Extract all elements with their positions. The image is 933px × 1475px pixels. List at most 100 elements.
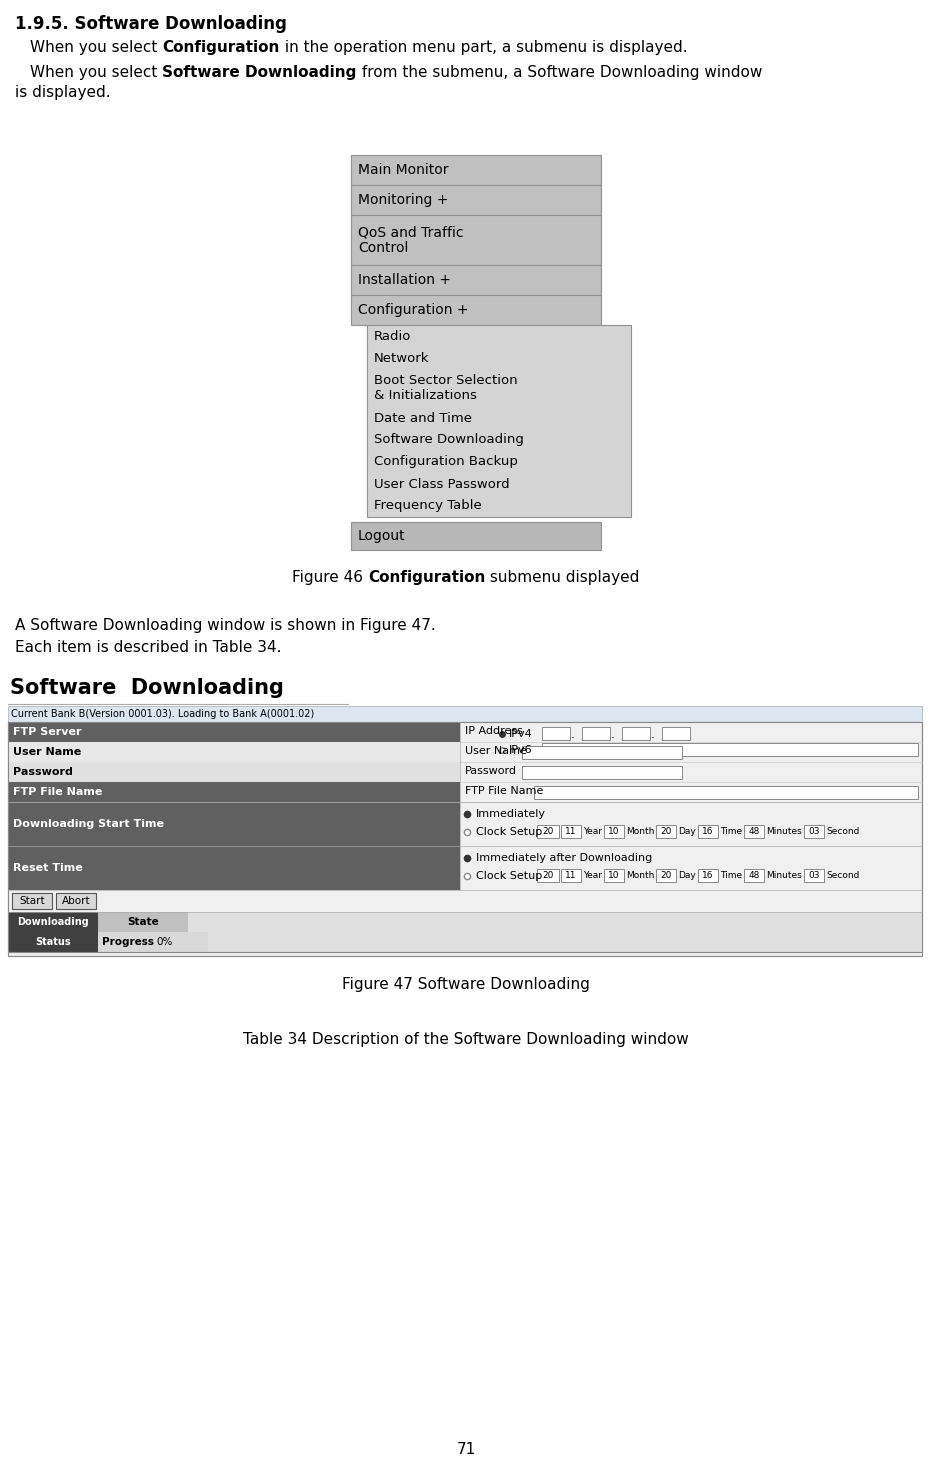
Text: 20: 20 (542, 827, 553, 836)
Text: Start: Start (20, 895, 45, 906)
Text: Year: Year (583, 872, 602, 881)
Bar (8, 889, 922, 912)
Bar (367, 496, 631, 518)
Bar (657, 825, 676, 838)
Text: Software Downloading: Software Downloading (162, 65, 356, 80)
Bar (367, 324, 631, 518)
Text: 48: 48 (748, 827, 760, 836)
Text: 10: 10 (608, 872, 620, 881)
Text: User Name: User Name (465, 746, 527, 757)
Text: 0%: 0% (156, 937, 173, 947)
Text: Radio: Radio (374, 329, 411, 342)
Text: 48: 48 (748, 872, 760, 881)
Text: Abort: Abort (62, 895, 91, 906)
Bar (582, 727, 610, 740)
Text: Date and Time: Date and Time (374, 412, 472, 425)
Text: 16: 16 (703, 872, 714, 881)
Text: Time: Time (720, 872, 743, 881)
Bar (351, 184, 601, 215)
Bar (8, 763, 460, 782)
Bar (98, 912, 188, 932)
Text: Downloading Start Time: Downloading Start Time (13, 819, 164, 829)
Text: Downloading: Downloading (17, 917, 89, 926)
Text: is displayed.: is displayed. (15, 86, 111, 100)
Text: Frequency Table: Frequency Table (374, 500, 481, 512)
Bar (522, 766, 682, 779)
Text: 1.9.5. Software Downloading: 1.9.5. Software Downloading (15, 15, 286, 32)
Bar (662, 727, 690, 740)
Text: Each item is described in Table 34.: Each item is described in Table 34. (15, 640, 282, 655)
Text: Second: Second (826, 872, 859, 881)
Text: 03: 03 (808, 872, 820, 881)
Text: State: State (127, 917, 159, 926)
Bar (8, 721, 922, 951)
Bar (804, 825, 824, 838)
Text: .: . (651, 727, 655, 740)
Text: Configuration Backup: Configuration Backup (374, 456, 518, 469)
Text: 71: 71 (456, 1443, 476, 1457)
Text: Immediately after Downloading: Immediately after Downloading (476, 853, 652, 863)
Bar (367, 429, 631, 451)
Text: Figure 47 Software Downloading: Figure 47 Software Downloading (342, 976, 590, 993)
Bar (522, 746, 682, 760)
Text: Day: Day (678, 827, 696, 836)
Bar (622, 727, 650, 740)
Text: submenu displayed: submenu displayed (485, 569, 640, 586)
Text: 20: 20 (542, 872, 553, 881)
Text: 16: 16 (703, 827, 714, 836)
Bar (561, 869, 581, 882)
Bar (460, 721, 920, 802)
Text: Clock Setup: Clock Setup (476, 827, 542, 836)
Text: IPv6: IPv6 (509, 745, 533, 755)
Text: Main Monitor: Main Monitor (358, 164, 449, 177)
Text: Reset Time: Reset Time (13, 863, 83, 873)
Text: Password: Password (465, 766, 517, 776)
Bar (367, 473, 631, 496)
Bar (8, 912, 922, 951)
Bar (351, 155, 601, 184)
Bar (542, 727, 570, 740)
Text: Minutes: Minutes (766, 827, 802, 836)
Text: Software  Downloading: Software Downloading (10, 678, 284, 698)
Text: User Class Password: User Class Password (374, 478, 509, 491)
Text: from the submenu, a Software Downloading window: from the submenu, a Software Downloading… (356, 65, 762, 80)
Text: Logout: Logout (358, 530, 406, 543)
Text: Figure 46: Figure 46 (292, 569, 368, 586)
Bar (56, 892, 96, 909)
Text: A Software Downloading window is shown in Figure 47.: A Software Downloading window is shown i… (15, 618, 436, 633)
Bar (367, 407, 631, 429)
Bar (8, 932, 98, 951)
Bar (604, 825, 624, 838)
Text: Network: Network (374, 351, 429, 364)
Text: Password: Password (13, 767, 73, 777)
Bar (351, 522, 601, 550)
Bar (351, 215, 601, 266)
Text: Second: Second (826, 827, 859, 836)
Text: 03: 03 (808, 827, 820, 836)
Text: Month: Month (626, 872, 654, 881)
Text: .: . (611, 727, 615, 740)
Text: Boot Sector Selection
& Initializations: Boot Sector Selection & Initializations (374, 375, 518, 401)
Text: Immediately: Immediately (476, 808, 546, 819)
Text: Configuration: Configuration (162, 40, 280, 55)
Text: When you select: When you select (30, 65, 162, 80)
Bar (657, 869, 676, 882)
Bar (745, 869, 764, 882)
Bar (8, 912, 98, 932)
Text: When you select: When you select (30, 40, 162, 55)
Bar (8, 742, 460, 763)
Text: 20: 20 (661, 872, 672, 881)
Text: IPv4: IPv4 (509, 729, 533, 739)
Text: Time: Time (720, 827, 743, 836)
Text: .: . (571, 727, 575, 740)
Text: Clock Setup: Clock Setup (476, 872, 542, 881)
Bar (8, 707, 922, 721)
Bar (12, 892, 52, 909)
Bar (698, 825, 718, 838)
Text: FTP Server: FTP Server (13, 727, 81, 738)
Bar (537, 825, 559, 838)
Text: IP Address: IP Address (465, 726, 522, 736)
Text: 20: 20 (661, 827, 672, 836)
Bar (367, 369, 631, 407)
Text: Monitoring +: Monitoring + (358, 193, 449, 206)
